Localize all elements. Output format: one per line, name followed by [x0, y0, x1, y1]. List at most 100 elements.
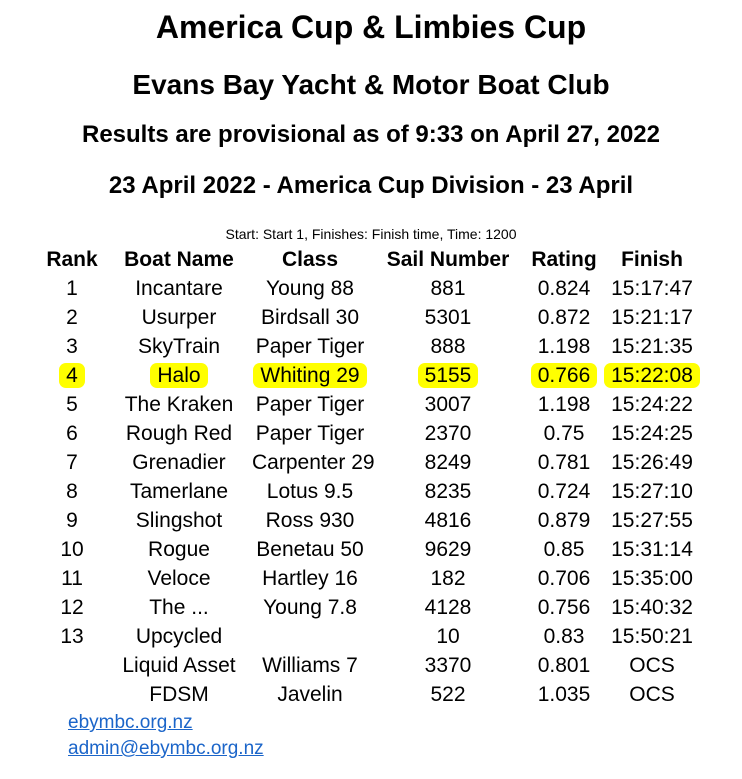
cell-finish: OCS [600, 651, 704, 680]
cell-class-text: Young 7.8 [263, 596, 357, 619]
cell-rating: 1.198 [528, 332, 600, 361]
cell-boat-text: Rough Red [125, 422, 233, 445]
cell-sail-text: 8249 [424, 451, 472, 474]
cell-class: Young 88 [252, 274, 368, 303]
cell-rating-text: 0.85 [543, 538, 585, 561]
table-row: 9 Slingshot Ross 930 4816 0.879 15:27:55 [38, 506, 704, 535]
cell-rank: 4 [38, 361, 106, 390]
cell-boat: The Kraken [106, 390, 252, 419]
cell-rating: 0.706 [528, 564, 600, 593]
cell-rank-text: 12 [60, 596, 84, 619]
cell-finish: 15:21:35 [600, 332, 704, 361]
cell-boat: FDSM [106, 680, 252, 709]
cell-rank: 12 [38, 593, 106, 622]
division-title: 23 April 2022 - America Cup Division - 2… [108, 172, 634, 199]
table-row: 5 The Kraken Paper Tiger 3007 1.198 15:24:22 [38, 390, 704, 419]
cell-rank-text: 10 [60, 538, 84, 561]
cell-rating-text: 0.756 [537, 596, 591, 619]
cell-boat: SkyTrain [106, 332, 252, 361]
cell-rank-text: 11 [61, 567, 83, 590]
cell-class-text: Young 88 [266, 277, 354, 300]
table-row: Liquid Asset Williams 7 3370 0.801 OCS [38, 651, 704, 680]
cell-class: Williams 7 [252, 651, 368, 680]
results-table: Rank Boat Name Class Sail Number Rating … [38, 245, 704, 709]
cell-class [252, 622, 368, 651]
cell-finish: 15:26:49 [600, 448, 704, 477]
cell-rating-text: 0.824 [537, 277, 591, 300]
cell-rank: 5 [38, 390, 106, 419]
cell-finish-text: 15:50:21 [611, 625, 693, 648]
cell-finish: 15:40:32 [600, 593, 704, 622]
cell-finish: 15:22:08 [600, 361, 704, 390]
table-row: 3 SkyTrain Paper Tiger 888 1.198 15:21:35 [38, 332, 704, 361]
cell-class: Benetau 50 [252, 535, 368, 564]
cell-rank: 11 [38, 564, 106, 593]
table-row: 1 Incantare Young 88 881 0.824 15:17:47 [38, 274, 704, 303]
cell-rating-text: 1.198 [537, 393, 591, 416]
cell-boat-text: Grenadier [132, 451, 226, 474]
cell-class-text: Carpenter 29 [252, 451, 375, 474]
cell-rank: 1 [38, 274, 106, 303]
cell-finish-text: 15:17:47 [611, 277, 693, 300]
cell-boat: Upcycled [106, 622, 252, 651]
cell-rank-text: 7 [66, 451, 78, 474]
cell-sail: 4128 [368, 593, 528, 622]
column-header-finish: Finish [621, 248, 683, 271]
cell-boat-text: Slingshot [135, 509, 223, 532]
cell-boat-text: The ... [149, 596, 209, 619]
cell-rank-text: 8 [66, 480, 78, 503]
cell-rank: 10 [38, 535, 106, 564]
table-row: 2 Usurper Birdsall 30 5301 0.872 15:21:17 [38, 303, 704, 332]
cell-rating: 0.756 [528, 593, 600, 622]
table-row: 7 Grenadier Carpenter 29 8249 0.781 15:26:49 [38, 448, 704, 477]
cell-boat: Rogue [106, 535, 252, 564]
cell-class: Whiting 29 [252, 361, 368, 390]
cell-sail: 881 [368, 274, 528, 303]
cell-sail-text: 5301 [424, 306, 472, 329]
cell-rank: 7 [38, 448, 106, 477]
cell-class-text: Whiting 29 [253, 363, 367, 388]
cell-boat-text: Veloce [147, 567, 211, 590]
cell-rank: 8 [38, 477, 106, 506]
cell-boat: Slingshot [106, 506, 252, 535]
cell-class: Paper Tiger [252, 390, 368, 419]
cell-sail: 9629 [368, 535, 528, 564]
cell-class: Hartley 16 [252, 564, 368, 593]
club-name: Evans Bay Yacht & Motor Boat Club [132, 69, 610, 100]
website-link[interactable]: ebymbc.org.nz [68, 712, 193, 733]
cell-class: Ross 930 [252, 506, 368, 535]
cell-boat: Incantare [106, 274, 252, 303]
cell-class: Lotus 9.5 [252, 477, 368, 506]
cell-rating-text: 0.872 [537, 306, 591, 329]
table-row: 10 Rogue Benetau 50 9629 0.85 15:31:14 [38, 535, 704, 564]
cell-class-text: Paper Tiger [255, 393, 365, 416]
cell-rating-text: 0.801 [537, 654, 591, 677]
cell-boat-text: Liquid Asset [122, 654, 236, 677]
cell-finish: 15:17:47 [600, 274, 704, 303]
cell-sail-text: 2370 [424, 422, 472, 445]
provisional-note: Results are provisional as of 9:33 on Ap… [81, 121, 660, 148]
cell-class-text: Javelin [277, 683, 343, 706]
cell-finish: 15:24:22 [600, 390, 704, 419]
race-info-line: Start: Start 1, Finishes: Finish time, T… [225, 226, 517, 242]
cell-boat: Veloce [106, 564, 252, 593]
cell-finish-text: 15:27:55 [611, 509, 693, 532]
cell-sail: 3370 [368, 651, 528, 680]
cell-rating-text: 0.706 [537, 567, 591, 590]
cell-rating: 1.198 [528, 390, 600, 419]
results-table-body: 1 Incantare Young 88 881 0.824 15:17:47 2 Usurp… [38, 274, 704, 709]
cell-class: Young 7.8 [252, 593, 368, 622]
cell-rating: 0.781 [528, 448, 600, 477]
page-title: America Cup & Limbies Cup [155, 9, 587, 45]
column-header-rank: Rank [46, 248, 98, 271]
cell-finish-text: 15:24:22 [611, 393, 693, 416]
cell-class-text: Ross 930 [265, 509, 355, 532]
cell-rank-text: 1 [66, 277, 78, 300]
cell-sail-text: 3007 [424, 393, 472, 416]
cell-class-text: Hartley 16 [262, 567, 358, 590]
cell-class-text: Paper Tiger [255, 335, 365, 358]
cell-rank-text: 3 [66, 335, 78, 358]
email-link[interactable]: admin@ebymbc.org.nz [68, 738, 264, 759]
cell-sail: 8235 [368, 477, 528, 506]
cell-boat-text: Tamerlane [129, 480, 229, 503]
